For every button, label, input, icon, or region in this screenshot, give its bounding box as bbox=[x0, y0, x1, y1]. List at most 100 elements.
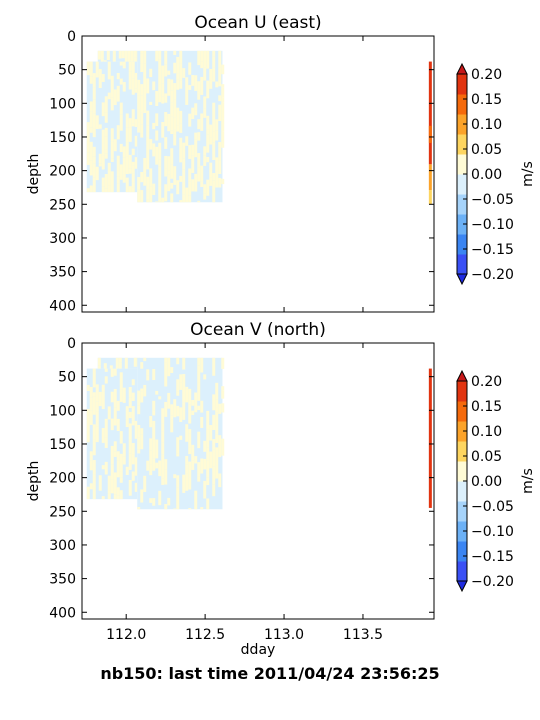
data-cell bbox=[137, 425, 141, 438]
data-cell bbox=[149, 415, 153, 428]
data-cell bbox=[197, 81, 201, 95]
data-cell bbox=[113, 388, 117, 408]
data-cell bbox=[107, 162, 111, 171]
data-cell bbox=[128, 397, 132, 408]
data-cell bbox=[131, 173, 135, 183]
data-cell bbox=[164, 137, 168, 149]
data-cell bbox=[131, 161, 135, 166]
data-cell bbox=[149, 68, 153, 78]
data-cell bbox=[185, 136, 189, 146]
data-cell bbox=[197, 200, 201, 203]
data-cell bbox=[137, 507, 141, 510]
data-cell bbox=[140, 190, 144, 203]
data-cell bbox=[197, 405, 201, 411]
data-cell bbox=[206, 460, 210, 478]
data-cell bbox=[197, 153, 201, 168]
data-cell bbox=[107, 92, 111, 100]
colorbar-tick-label: −0.15 bbox=[471, 549, 514, 565]
data-cell bbox=[161, 431, 165, 443]
data-cell bbox=[137, 437, 141, 450]
data-cell bbox=[158, 84, 162, 103]
data-cell bbox=[155, 201, 159, 203]
data-cell bbox=[191, 155, 195, 173]
data-cell bbox=[215, 407, 219, 413]
data-cell bbox=[124, 357, 128, 369]
colorbar-segment bbox=[457, 521, 467, 542]
data-cell bbox=[140, 434, 144, 450]
data-cell bbox=[122, 387, 126, 403]
data-cell bbox=[98, 163, 102, 167]
data-cell bbox=[212, 193, 216, 203]
data-cell bbox=[209, 162, 213, 178]
data-cell bbox=[143, 475, 147, 492]
data-cell bbox=[191, 410, 195, 416]
data-cell bbox=[218, 177, 222, 182]
data-cell bbox=[221, 118, 225, 132]
data-cell bbox=[95, 401, 99, 412]
data-cell bbox=[203, 458, 207, 470]
data-cell bbox=[146, 375, 150, 381]
data-field bbox=[86, 357, 225, 510]
data-cell bbox=[179, 123, 183, 128]
colorbar-tick-label: 0.20 bbox=[471, 67, 502, 83]
data-cell bbox=[131, 379, 135, 386]
data-cell bbox=[212, 142, 216, 160]
data-cell bbox=[119, 78, 123, 85]
data-cell bbox=[203, 374, 207, 380]
data-cell bbox=[107, 493, 111, 500]
data-cell bbox=[170, 415, 174, 420]
data-cell bbox=[212, 180, 216, 194]
data-cell bbox=[158, 59, 162, 69]
data-cell bbox=[113, 89, 117, 106]
data-cell bbox=[170, 130, 174, 135]
data-cell bbox=[167, 78, 171, 82]
data-cell bbox=[191, 179, 195, 192]
data-cell bbox=[107, 490, 111, 494]
data-cell bbox=[104, 136, 108, 150]
data-cell bbox=[134, 420, 138, 439]
data-cell bbox=[155, 439, 159, 459]
colorbar-extend-min bbox=[456, 580, 468, 593]
data-cell bbox=[209, 80, 213, 85]
data-cell bbox=[200, 76, 204, 95]
data-cell bbox=[209, 451, 213, 469]
data-cell bbox=[152, 498, 156, 506]
chart-title: Ocean U (east) bbox=[194, 13, 321, 33]
data-cell bbox=[125, 406, 129, 420]
colorbar: −0.20 −0.15 −0.10 −0.05 0.00 0.05 0.10 0.15 0.20… bbox=[456, 62, 536, 286]
data-cell bbox=[170, 193, 174, 203]
data-cell bbox=[119, 453, 123, 472]
data-cell bbox=[188, 447, 192, 455]
x-tick-label: 112.0 bbox=[106, 627, 146, 643]
data-cell bbox=[89, 160, 93, 176]
data-cell bbox=[143, 76, 147, 89]
data-cell bbox=[215, 434, 219, 443]
data-cell bbox=[146, 78, 150, 94]
colorbar-segment bbox=[457, 381, 467, 402]
data-cell bbox=[116, 72, 120, 80]
data-cell bbox=[128, 439, 132, 454]
data-cell bbox=[137, 390, 141, 406]
data-cell bbox=[86, 61, 90, 76]
colorbar-tick-label: −0.05 bbox=[471, 192, 514, 208]
data-cell bbox=[128, 479, 132, 496]
data-cell bbox=[146, 137, 150, 155]
data-cell bbox=[137, 405, 141, 415]
y-tick-label: 300 bbox=[49, 231, 76, 247]
data-cell bbox=[188, 388, 192, 405]
data-cell bbox=[146, 460, 150, 471]
data-cell bbox=[161, 423, 165, 432]
data-cell bbox=[197, 357, 201, 366]
colorbar-segment bbox=[457, 174, 467, 195]
data-cell bbox=[89, 483, 93, 490]
data-cell bbox=[221, 403, 225, 413]
data-cell bbox=[197, 382, 201, 401]
data-cell bbox=[179, 407, 183, 422]
latest-profile bbox=[428, 368, 432, 508]
data-cell bbox=[92, 146, 96, 157]
data-cell bbox=[200, 357, 204, 373]
data-cell bbox=[164, 155, 168, 169]
data-cell bbox=[203, 146, 207, 156]
data-cell bbox=[212, 56, 216, 68]
data-cell bbox=[170, 182, 174, 189]
